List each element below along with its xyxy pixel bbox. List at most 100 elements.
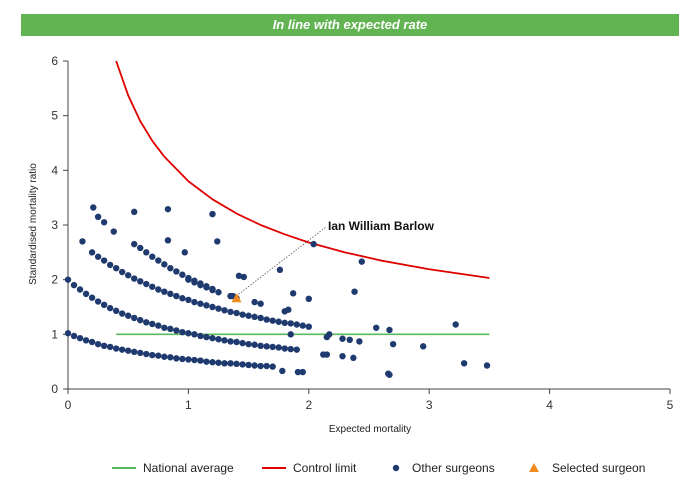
surgeon-point bbox=[185, 356, 192, 363]
surgeon-point bbox=[82, 290, 90, 298]
surgeon-point bbox=[94, 213, 102, 220]
selected-surgeon-marker bbox=[231, 293, 242, 303]
surgeon-point bbox=[358, 258, 365, 265]
surgeon-point bbox=[452, 321, 459, 328]
surgeon-point bbox=[275, 344, 282, 351]
surgeon-point bbox=[215, 289, 222, 296]
surgeon-point bbox=[215, 336, 222, 343]
surgeon-point bbox=[106, 304, 114, 312]
surgeon-point bbox=[339, 353, 346, 360]
surgeon-point bbox=[167, 354, 174, 361]
surgeon-point bbox=[310, 240, 317, 248]
surgeon-point bbox=[131, 208, 138, 216]
surgeon-point bbox=[82, 337, 90, 344]
surgeon-point bbox=[221, 307, 228, 314]
surgeon-point bbox=[263, 316, 270, 323]
surgeon-point bbox=[245, 312, 252, 319]
surgeon-point bbox=[257, 314, 264, 322]
surgeon-point bbox=[112, 345, 120, 352]
surgeon-point bbox=[276, 266, 284, 274]
legend-label: Selected surgeon bbox=[552, 461, 645, 475]
surgeon-point bbox=[227, 360, 234, 367]
surgeon-point bbox=[173, 355, 180, 362]
surgeon-point bbox=[351, 288, 358, 295]
surgeon-point bbox=[149, 283, 156, 290]
surgeon-point bbox=[287, 331, 294, 338]
surgeon-point bbox=[167, 290, 174, 298]
surgeon-point bbox=[185, 296, 192, 304]
surgeon-point bbox=[257, 362, 264, 370]
surgeon-point bbox=[164, 205, 172, 213]
surgeon-point bbox=[161, 261, 168, 268]
surgeon-point bbox=[181, 249, 188, 256]
surgeon-point bbox=[239, 361, 246, 368]
x-tick-label: 0 bbox=[65, 398, 72, 412]
surgeon-point bbox=[191, 298, 198, 306]
surgeon-point bbox=[209, 359, 216, 366]
surgeon-point bbox=[149, 320, 156, 328]
surgeon-point bbox=[155, 257, 162, 264]
surgeon-point bbox=[251, 362, 258, 369]
legend: National average Control limit Other surge… bbox=[112, 461, 645, 475]
surgeon-point bbox=[125, 312, 132, 319]
surgeon-point bbox=[350, 354, 357, 362]
surgeon-point bbox=[112, 307, 120, 315]
surgeon-point bbox=[281, 319, 288, 327]
surgeon-point bbox=[131, 314, 138, 322]
surgeon-point bbox=[209, 210, 216, 218]
y-tick-label: 5 bbox=[51, 109, 58, 123]
surgeon-point bbox=[100, 219, 108, 226]
surgeon-point bbox=[346, 336, 353, 343]
surgeon-point bbox=[197, 332, 204, 340]
legend-label: Other surgeons bbox=[412, 461, 495, 475]
surgeon-point bbox=[209, 286, 216, 294]
y-tick-label: 6 bbox=[51, 54, 58, 68]
surgeon-point bbox=[293, 321, 300, 328]
surgeon-point bbox=[214, 238, 221, 245]
surgeon-point bbox=[161, 353, 168, 360]
surgeon-point bbox=[143, 319, 150, 326]
surgeon-point bbox=[106, 261, 114, 269]
axes: 0 1 2 3 4 5 0 1 2 3 4 5 6 bbox=[51, 54, 673, 412]
surgeon-point bbox=[326, 331, 333, 338]
surgeon-point bbox=[131, 348, 138, 356]
surgeon-point bbox=[70, 281, 78, 289]
surgeon-point bbox=[137, 349, 144, 357]
surgeon-point bbox=[110, 228, 117, 235]
y-axis-title: Standardised mortality ratio bbox=[28, 163, 39, 285]
surgeon-point bbox=[161, 288, 168, 295]
x-tick-label: 2 bbox=[305, 398, 312, 412]
surgeon-point bbox=[221, 337, 228, 344]
surgeon-point bbox=[149, 351, 156, 359]
surgeon-point bbox=[164, 237, 172, 244]
surgeon-point bbox=[386, 371, 393, 378]
surgeon-point bbox=[460, 360, 468, 367]
surgeon-point bbox=[94, 340, 102, 348]
surgeon-point bbox=[251, 298, 258, 306]
surgeon-point bbox=[203, 358, 210, 365]
surgeon-point bbox=[191, 356, 198, 364]
x-tick-label: 4 bbox=[546, 398, 553, 412]
surgeon-point bbox=[221, 360, 228, 367]
legend-label: National average bbox=[143, 461, 234, 475]
surgeon-point bbox=[100, 257, 108, 264]
y-tick-label: 2 bbox=[51, 273, 58, 287]
surgeon-point bbox=[106, 343, 114, 351]
surgeon-point bbox=[245, 361, 252, 369]
surgeon-point bbox=[118, 346, 126, 353]
surgeon-point bbox=[100, 301, 108, 309]
surgeon-point bbox=[233, 360, 240, 368]
surgeon-point bbox=[88, 338, 96, 346]
surgeon-point bbox=[215, 359, 222, 366]
surgeon-point bbox=[203, 302, 210, 309]
surgeon-point bbox=[191, 331, 198, 338]
surgeon-point bbox=[137, 316, 144, 324]
surgeon-point bbox=[251, 313, 258, 321]
surgeon-point bbox=[125, 272, 132, 279]
surgeon-point bbox=[197, 357, 204, 364]
surgeon-point bbox=[305, 323, 312, 330]
surgeon-point bbox=[79, 238, 86, 245]
surgeon-point bbox=[239, 311, 246, 318]
annotation-layer: Ian William Barlow bbox=[238, 219, 435, 295]
